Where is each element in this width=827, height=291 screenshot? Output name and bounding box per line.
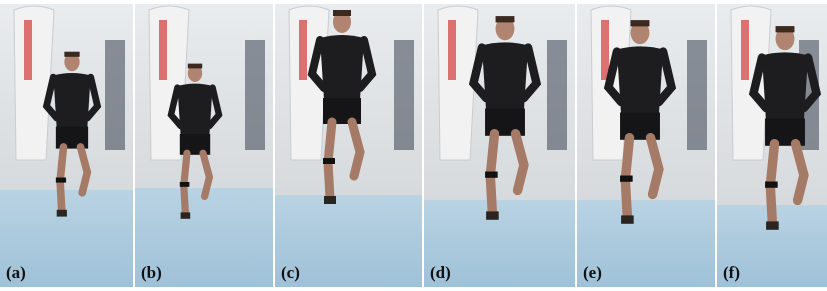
- figure: (a) (b) (c) (d) (e) (f): [0, 0, 827, 291]
- photo-content: (c): [275, 4, 422, 287]
- photo-content: (d): [424, 4, 575, 287]
- knee-marker: [620, 176, 633, 182]
- photo-panel: (e): [577, 4, 715, 287]
- shoe: [57, 210, 67, 217]
- hair: [631, 20, 650, 26]
- photo-content: (b): [135, 4, 273, 287]
- knee-marker: [56, 178, 66, 183]
- shoe: [486, 211, 499, 219]
- panel-label: (c): [281, 263, 300, 282]
- photo-panel: (f): [717, 4, 827, 287]
- panel-label: (b): [141, 263, 162, 282]
- panel-label: (f): [723, 263, 740, 282]
- hair: [64, 52, 79, 57]
- photo-content: (a): [0, 4, 133, 287]
- shoe: [324, 196, 336, 204]
- hair: [496, 16, 515, 22]
- banner-stripe: [601, 20, 609, 80]
- window: [394, 40, 414, 150]
- photo-content: (e): [577, 4, 715, 287]
- window: [245, 40, 265, 150]
- knee-marker: [485, 172, 498, 178]
- hair: [333, 10, 351, 16]
- knee-marker: [323, 158, 335, 164]
- banner-stripe: [299, 20, 307, 80]
- panel-label: (d): [430, 263, 451, 282]
- window: [687, 40, 707, 150]
- knee-marker: [180, 182, 190, 187]
- banner-stripe: [159, 20, 167, 80]
- knee-marker: [765, 182, 778, 188]
- photo-panel: (b): [135, 4, 273, 287]
- shoe: [181, 212, 191, 218]
- panel-label: (a): [6, 263, 26, 282]
- shoe: [766, 221, 779, 229]
- shoe: [621, 215, 634, 223]
- panel-label: (e): [583, 263, 602, 282]
- hair: [188, 64, 202, 69]
- photo-panel: (d): [424, 4, 575, 287]
- banner-stripe: [448, 20, 456, 80]
- banner-stripe: [24, 20, 32, 80]
- window: [105, 40, 125, 150]
- window: [547, 40, 567, 150]
- banner-stripe: [741, 20, 749, 80]
- photo-panel: (a): [0, 4, 133, 287]
- photo-content: (f): [717, 4, 827, 287]
- photo-panel: (c): [275, 4, 422, 287]
- hair: [776, 26, 795, 32]
